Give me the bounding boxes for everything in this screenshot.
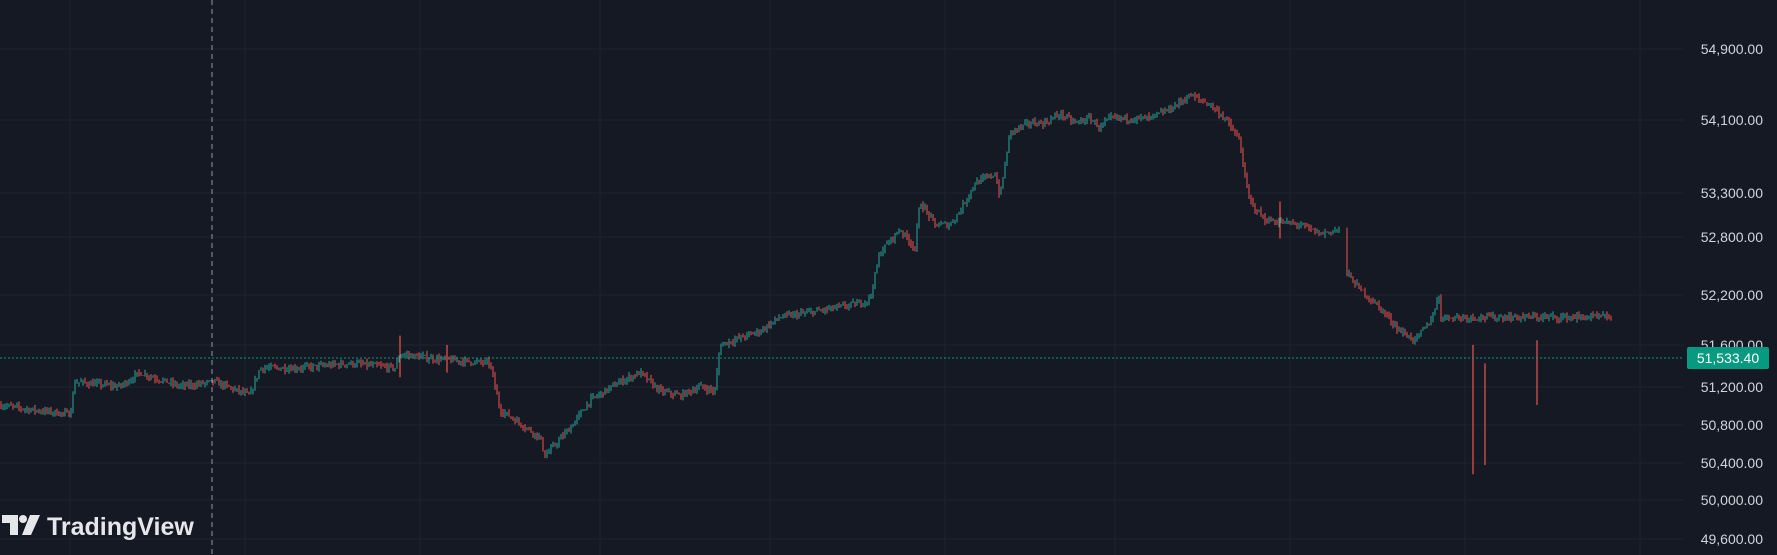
tradingview-wordmark: TradingView bbox=[47, 513, 194, 541]
price-axis-tick: 52,200.00 bbox=[1701, 287, 1763, 303]
grid bbox=[0, 0, 1684, 555]
tradingview-logo[interactable]: TradingView bbox=[2, 513, 194, 541]
price-axis-tick: 49,600.00 bbox=[1701, 531, 1763, 547]
price-axis-tick: 54,100.00 bbox=[1701, 112, 1763, 128]
price-axis-tick: 53,300.00 bbox=[1701, 185, 1763, 201]
last-price-label: 51,533.40 bbox=[1697, 350, 1759, 366]
price-axis-tick: 50,400.00 bbox=[1701, 455, 1763, 471]
last-price-tag: 51,533.40 bbox=[1687, 347, 1769, 369]
tradingview-logo-icon bbox=[2, 515, 40, 535]
price-axis-tick: 54,900.00 bbox=[1701, 41, 1763, 57]
price-axis-tick: 50,000.00 bbox=[1701, 492, 1763, 508]
price-axis-tick: 52,800.00 bbox=[1701, 229, 1763, 245]
price-axis-tick: 51,200.00 bbox=[1701, 379, 1763, 395]
last-price-tag-background bbox=[1687, 347, 1769, 369]
price-axis-tick: 50,800.00 bbox=[1701, 417, 1763, 433]
